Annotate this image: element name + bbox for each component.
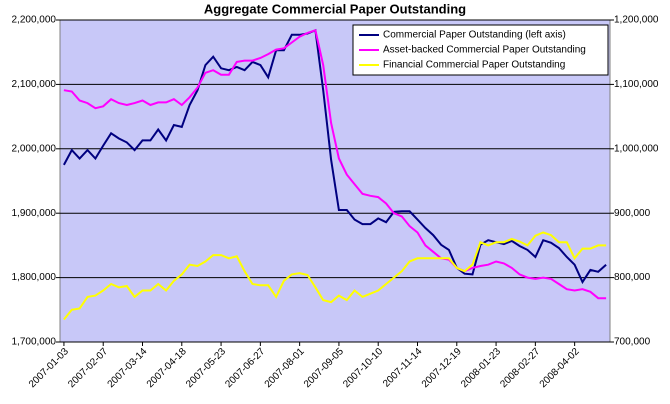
- y-tick-label: 2,000,000: [12, 143, 57, 154]
- series-line: [63, 231, 607, 321]
- x-tick-label: 2007-03-14: [106, 346, 150, 390]
- y2-tick-label: 800,000: [614, 272, 651, 283]
- y2-tick-label: 1,200,000: [614, 15, 659, 26]
- y-tick-label: 2,100,000: [12, 79, 57, 90]
- y2-tick-label: 700,000: [614, 337, 651, 348]
- y-tick-label: 1,900,000: [12, 208, 57, 219]
- legend-label: Financial Commercial Paper Outstanding: [383, 60, 565, 71]
- x-tick-label: 2008-01-23: [459, 346, 503, 390]
- x-tick-label: 2008-04-02: [538, 346, 582, 390]
- x-tick-label: 2007-01-03: [27, 346, 71, 390]
- legend-label: Asset-backed Commercial Paper Outstandin…: [383, 45, 586, 56]
- x-tick-label: 2007-05-23: [184, 346, 228, 390]
- x-tick-label: 2007-06-27: [223, 346, 267, 390]
- x-tick-label: 2007-02-07: [66, 346, 110, 390]
- y-tick-label: 1,800,000: [12, 272, 57, 283]
- x-tick-label: 2007-12-19: [420, 346, 464, 390]
- x-tick-label: 2007-11-14: [381, 346, 425, 390]
- x-tick-label: 2008-02-27: [498, 346, 542, 390]
- y2-tick-label: 1,000,000: [614, 143, 659, 154]
- series-line: [63, 29, 607, 300]
- y-tick-label: 1,700,000: [12, 337, 57, 348]
- legend-label: Commercial Paper Outstanding (left axis): [383, 30, 566, 41]
- y-tick-label: 2,200,000: [12, 15, 57, 26]
- y2-tick-label: 900,000: [614, 208, 651, 219]
- x-tick-label: 2007-09-05: [302, 346, 346, 390]
- y2-tick-label: 1,100,000: [614, 79, 659, 90]
- x-tick-label: 2007-08-01: [263, 346, 307, 390]
- x-tick-label: 2007-10-10: [341, 346, 385, 390]
- series-line: [63, 28, 607, 285]
- legend: [352, 24, 609, 76]
- x-tick-label: 2007-04-18: [145, 346, 189, 390]
- chart-title: Aggregate Commercial Paper Outstanding: [204, 1, 466, 16]
